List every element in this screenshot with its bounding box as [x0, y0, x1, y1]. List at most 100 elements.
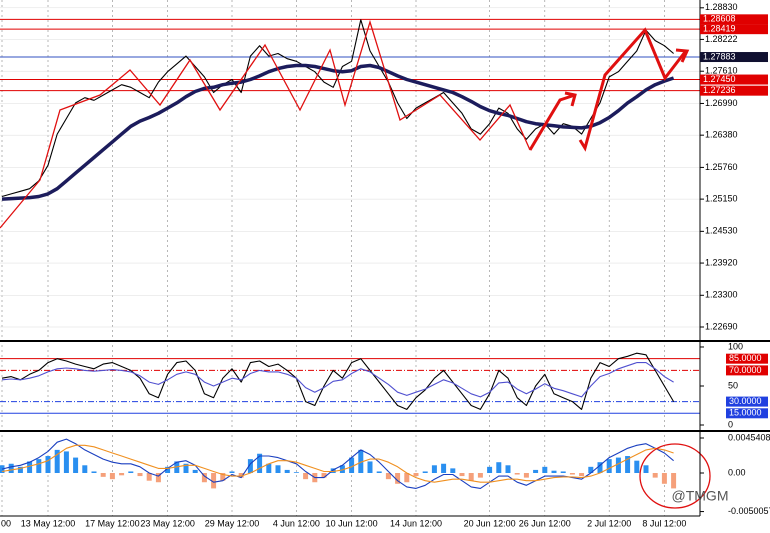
histogram-bar: [266, 463, 272, 473]
histogram-bar: [661, 472, 667, 484]
level-label: 1.27883: [703, 51, 736, 61]
histogram-bar: [229, 471, 235, 473]
histogram-bar: [560, 471, 566, 473]
histogram-bar: [579, 472, 585, 477]
arrow-head: [675, 48, 690, 63]
histogram-bar: [238, 472, 244, 478]
histogram-bar: [643, 465, 649, 473]
histogram-bar: [192, 469, 198, 473]
highlight-circle: [639, 443, 711, 509]
histogram-bar: [385, 472, 391, 480]
level-label-box: [726, 365, 768, 376]
y-tick-label: 1.25760: [705, 162, 738, 172]
histogram-bar: [496, 462, 502, 473]
x-tick-label: 23 May 12:00: [140, 518, 195, 528]
histogram-bar: [404, 472, 410, 483]
histogram-bar: [293, 472, 299, 473]
histogram-bar: [349, 457, 355, 473]
level-label-box: [700, 52, 768, 63]
histogram-bar: [36, 459, 42, 473]
histogram-bar: [165, 466, 171, 473]
histogram-bar: [367, 461, 373, 473]
histogram-bar: [201, 472, 207, 483]
histogram-bar: [652, 472, 658, 478]
y-tick-label: 1.23300: [705, 290, 738, 300]
histogram-bar: [395, 472, 401, 484]
histogram-bar: [422, 471, 428, 473]
histogram-bar: [247, 459, 253, 473]
x-tick-label: 14 Jun 12:00: [390, 518, 442, 528]
y-tick-label: 0: [728, 419, 733, 429]
x-tick-label: 4 Jun 12:00: [273, 518, 320, 528]
histogram-bar: [109, 472, 115, 480]
histogram-bar: [91, 471, 97, 473]
x-tick-label: 8 Jul 12:00: [642, 518, 686, 528]
series-line: [1, 352, 675, 410]
histogram-bar: [275, 465, 281, 473]
x-tick-label: 2 Jul 12:00: [587, 518, 631, 528]
histogram-bar: [257, 453, 263, 473]
moving-average: [1, 63, 675, 201]
histogram-bar: [220, 472, 226, 481]
histogram-bar: [625, 456, 631, 473]
histogram-bar: [358, 449, 364, 473]
histogram-bar: [505, 465, 511, 473]
histogram-bar: [137, 472, 143, 477]
histogram-bar: [615, 457, 621, 473]
plots: [0, 19, 677, 489]
y-tick-label: 1.27610: [705, 66, 738, 76]
x-tick-label: 00: [1, 518, 11, 528]
histogram-bar: [27, 461, 33, 473]
arrow: [578, 27, 687, 152]
watermark: @TMGM: [672, 488, 729, 504]
level-label-box: [700, 74, 768, 85]
level-label: 30.0000: [729, 396, 762, 406]
arrow-head: [564, 91, 577, 107]
series-line: [1, 362, 674, 398]
histogram-bar: [597, 462, 603, 473]
y-tick-label: 1.25150: [705, 193, 738, 203]
histogram-bar: [183, 463, 189, 473]
x-tick-label: 20 Jun 12:00: [464, 518, 516, 528]
histogram-bar: [376, 471, 382, 473]
y-tick-label: 1.24530: [705, 226, 738, 236]
histogram-bar: [211, 472, 217, 489]
y-tick-label: 0.0045408: [728, 432, 770, 442]
histogram-bar: [551, 470, 557, 473]
histogram-bar: [523, 472, 529, 478]
y-tick-label: 1.26990: [705, 98, 738, 108]
histogram-bar: [671, 472, 677, 489]
histogram-bar: [303, 472, 309, 480]
arrow: [528, 93, 576, 151]
histogram-bar: [441, 463, 447, 473]
x-tick-label: 10 Jun 12:00: [326, 518, 378, 528]
x-tick-label: 17 May 12:00: [85, 518, 140, 528]
level-label: 1.28419: [703, 24, 736, 34]
histogram-bar: [63, 451, 69, 473]
histogram-bar: [459, 472, 465, 477]
histogram-bar: [477, 472, 483, 478]
level-label: 70.0000: [729, 365, 762, 375]
annotations: [0, 19, 711, 509]
level-label: 1.27450: [703, 74, 736, 84]
y-tick-label: 1.26380: [705, 130, 738, 140]
histogram-bar: [321, 472, 327, 478]
histogram-bar: [468, 472, 474, 481]
level-label: 15.0000: [729, 408, 762, 418]
y-tick-label: -0.0050057: [728, 506, 770, 516]
level-label: 1.28608: [703, 14, 736, 24]
series-line: [1, 438, 674, 489]
y-tick-label: 50: [728, 380, 738, 390]
histogram-bar: [128, 471, 134, 473]
histogram-bar: [542, 466, 548, 473]
level-label-box: [726, 408, 768, 419]
histogram-bar: [606, 459, 612, 473]
level-label-box: [700, 14, 768, 25]
level-label-box: [726, 353, 768, 364]
x-tick-label: 13 May 12:00: [21, 518, 76, 528]
histogram-bar: [569, 472, 575, 475]
y-tick-label: 0.00: [728, 467, 746, 477]
level-label-box: [700, 85, 768, 96]
histogram-bar: [487, 466, 493, 473]
